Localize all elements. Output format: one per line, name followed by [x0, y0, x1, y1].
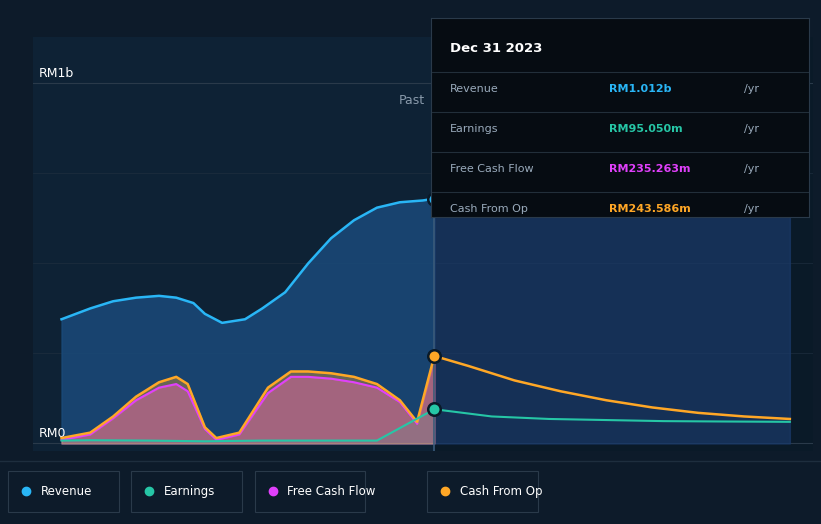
- Text: Free Cash Flow: Free Cash Flow: [287, 485, 376, 498]
- Text: Earnings: Earnings: [450, 124, 498, 134]
- Text: /yr: /yr: [745, 124, 759, 134]
- Text: Revenue: Revenue: [41, 485, 93, 498]
- Text: /yr: /yr: [745, 203, 759, 213]
- Text: Cash From Op: Cash From Op: [450, 203, 528, 213]
- Text: RM0: RM0: [39, 427, 66, 440]
- Text: Revenue: Revenue: [450, 84, 498, 94]
- Text: Cash From Op: Cash From Op: [460, 485, 542, 498]
- Bar: [33, 37, 434, 451]
- Text: RM235.263m: RM235.263m: [608, 163, 690, 173]
- Text: Dec 31 2023: Dec 31 2023: [450, 42, 543, 55]
- Text: Free Cash Flow: Free Cash Flow: [450, 163, 534, 173]
- Text: Past: Past: [399, 94, 425, 107]
- Text: RM1b: RM1b: [39, 67, 74, 80]
- Text: Earnings: Earnings: [164, 485, 216, 498]
- Bar: [434, 37, 813, 451]
- Text: /yr: /yr: [745, 163, 759, 173]
- Text: /yr: /yr: [745, 84, 759, 94]
- Text: RM95.050m: RM95.050m: [608, 124, 682, 134]
- Text: Analysts Forecasts: Analysts Forecasts: [443, 94, 560, 107]
- Text: RM243.586m: RM243.586m: [608, 203, 690, 213]
- Text: RM1.012b: RM1.012b: [608, 84, 671, 94]
